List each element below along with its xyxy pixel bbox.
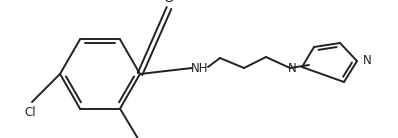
Text: N: N (363, 55, 371, 67)
Text: Cl: Cl (24, 106, 36, 119)
Text: N: N (288, 63, 297, 75)
Text: NH: NH (191, 62, 209, 75)
Text: O: O (164, 0, 174, 5)
